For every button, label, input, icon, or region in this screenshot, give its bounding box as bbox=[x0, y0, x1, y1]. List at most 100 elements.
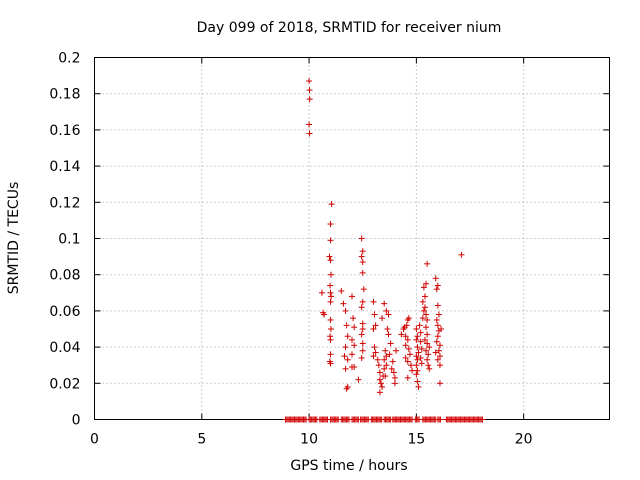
data-point bbox=[405, 315, 412, 322]
data-point bbox=[424, 356, 431, 363]
data-point bbox=[372, 349, 379, 356]
data-point bbox=[414, 344, 421, 351]
data-point bbox=[421, 336, 428, 343]
data-point bbox=[436, 362, 443, 369]
data-point bbox=[358, 253, 365, 260]
data-point bbox=[341, 353, 348, 360]
data-point bbox=[327, 360, 334, 367]
y-tick-label: 0 bbox=[72, 413, 81, 429]
data-point bbox=[383, 307, 390, 314]
data-point bbox=[306, 121, 313, 128]
data-point bbox=[417, 338, 424, 345]
data-point bbox=[321, 311, 328, 318]
data-point bbox=[328, 201, 335, 208]
data-point bbox=[432, 275, 439, 282]
data-point bbox=[351, 324, 358, 331]
data-point bbox=[413, 371, 420, 378]
data-point bbox=[359, 269, 366, 276]
data-point bbox=[433, 316, 440, 323]
data-point bbox=[419, 298, 426, 305]
data-point bbox=[370, 326, 377, 332]
data-point bbox=[349, 293, 355, 300]
data-point bbox=[381, 365, 388, 372]
x-tick-label: 10 bbox=[300, 432, 318, 448]
data-point bbox=[327, 237, 334, 244]
data-point bbox=[425, 351, 432, 358]
data-point bbox=[328, 293, 335, 300]
y-tick-label: 0.04 bbox=[49, 340, 80, 356]
data-point bbox=[423, 311, 430, 318]
data-point bbox=[413, 353, 420, 360]
data-point bbox=[384, 326, 391, 332]
data-point bbox=[306, 78, 313, 85]
data-point bbox=[327, 282, 334, 289]
y-tick-label: 0.08 bbox=[49, 268, 80, 284]
data-point bbox=[343, 322, 350, 329]
data-point bbox=[327, 351, 334, 358]
data-point bbox=[379, 383, 386, 390]
data-point bbox=[416, 322, 423, 329]
data-point bbox=[383, 362, 390, 369]
data-point bbox=[425, 362, 432, 369]
data-point bbox=[377, 380, 384, 387]
data-point bbox=[413, 362, 420, 369]
data-point bbox=[382, 373, 389, 380]
data-point bbox=[434, 322, 441, 329]
data-point bbox=[349, 351, 355, 358]
data-point bbox=[358, 354, 365, 361]
data-point bbox=[423, 347, 430, 354]
data-point bbox=[388, 365, 395, 372]
data-point bbox=[402, 354, 409, 361]
data-point bbox=[386, 351, 393, 358]
data-point bbox=[327, 326, 334, 332]
data-point bbox=[359, 259, 366, 266]
data-point bbox=[358, 235, 365, 242]
data-point bbox=[359, 326, 366, 332]
data-point bbox=[423, 280, 430, 287]
data-point bbox=[371, 344, 378, 351]
x-tick-label: 5 bbox=[197, 432, 206, 448]
y-tick-label: 0.02 bbox=[49, 376, 80, 392]
data-point bbox=[417, 329, 424, 336]
data-point bbox=[419, 315, 426, 322]
data-point bbox=[402, 342, 409, 349]
data-point bbox=[351, 342, 358, 349]
data-point bbox=[370, 298, 377, 305]
data-point bbox=[371, 311, 378, 318]
data-point bbox=[338, 287, 345, 294]
data-point bbox=[358, 304, 365, 311]
data-point bbox=[343, 385, 350, 392]
y-tick-label: 0.06 bbox=[49, 304, 80, 320]
y-tick-label: 0.2 bbox=[58, 51, 80, 67]
data-point bbox=[359, 320, 366, 327]
data-point bbox=[327, 289, 334, 296]
data-point bbox=[420, 284, 427, 291]
data-point bbox=[350, 315, 357, 322]
data-point bbox=[392, 347, 399, 354]
data-point bbox=[385, 331, 392, 338]
data-point bbox=[436, 342, 443, 349]
data-point bbox=[424, 260, 431, 267]
y-axis-title: SRMTID / TECUs bbox=[6, 182, 22, 295]
data-point bbox=[403, 322, 410, 329]
data-point bbox=[424, 340, 431, 347]
chart-title: Day 099 of 2018, SRMTID for receiver niu… bbox=[197, 20, 502, 36]
y-tick-label: 0.18 bbox=[49, 87, 80, 103]
data-point bbox=[318, 289, 325, 296]
zero-value-band bbox=[282, 416, 486, 423]
data-point bbox=[406, 351, 413, 358]
data-point bbox=[355, 376, 362, 383]
data-point bbox=[327, 257, 334, 264]
data-point bbox=[415, 383, 422, 390]
data-point bbox=[417, 354, 424, 361]
data-point bbox=[391, 380, 398, 387]
data-point bbox=[327, 298, 334, 305]
y-tick-label: 0.14 bbox=[49, 159, 80, 175]
data-point bbox=[434, 282, 441, 289]
data-point bbox=[435, 311, 442, 318]
x-tick-label: 0 bbox=[90, 432, 99, 448]
data-point bbox=[381, 300, 388, 307]
data-point bbox=[436, 380, 443, 387]
data-point bbox=[405, 345, 412, 352]
data-point bbox=[432, 349, 439, 356]
